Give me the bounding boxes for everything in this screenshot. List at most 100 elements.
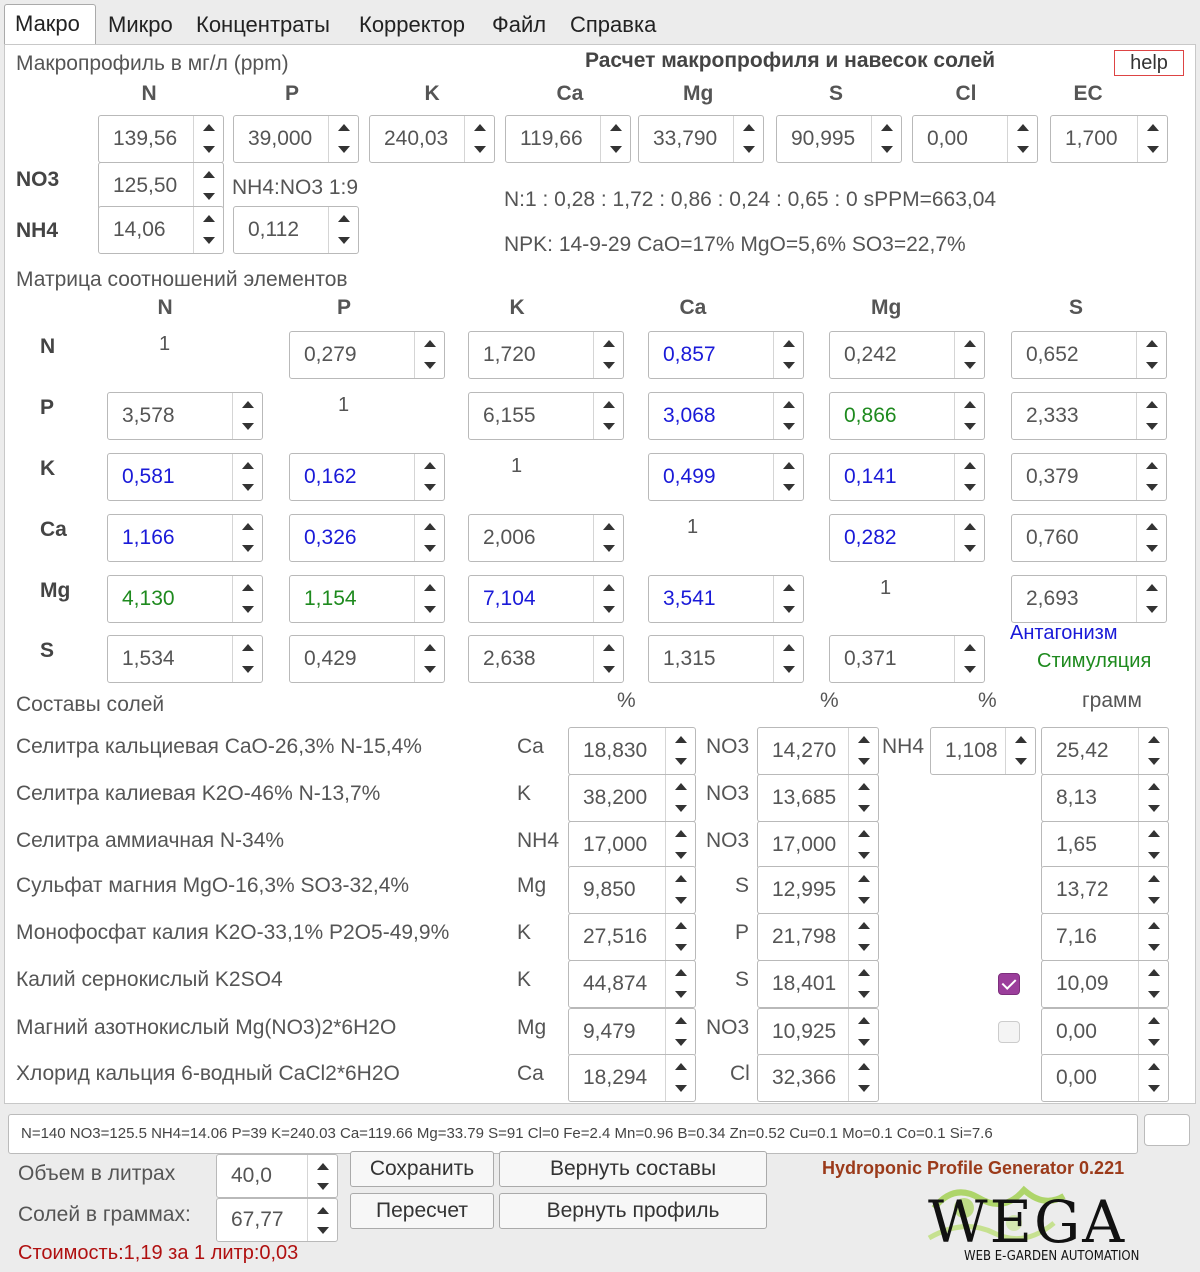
matrix-mg-k-value[interactable]: 7,104 — [483, 587, 536, 610]
increment-arrow-icon[interactable] — [233, 393, 262, 416]
increment-arrow-icon[interactable] — [1137, 332, 1166, 355]
volume-stepper[interactable]: 40,0 — [216, 1154, 338, 1198]
decrement-arrow-icon[interactable] — [1139, 751, 1168, 774]
salt-element-1-stepper[interactable]: 9,479 — [568, 1008, 696, 1056]
matrix-ca-k[interactable]: 2,006 — [468, 514, 624, 562]
matrix-s-k-value[interactable]: 2,638 — [483, 647, 536, 670]
decrement-arrow-icon[interactable] — [666, 798, 695, 821]
increment-arrow-icon[interactable] — [955, 332, 984, 355]
salt-element-2-stepper-value[interactable]: 32,366 — [772, 1066, 837, 1089]
tab-help[interactable]: Справка — [570, 12, 657, 37]
increment-arrow-icon[interactable] — [955, 393, 984, 416]
decrement-arrow-icon[interactable] — [666, 937, 695, 960]
decrement-arrow-icon[interactable] — [194, 230, 223, 253]
increment-arrow-icon[interactable] — [308, 1199, 337, 1220]
increment-arrow-icon[interactable] — [415, 576, 444, 599]
matrix-p-s[interactable]: 2,333 — [1011, 392, 1167, 440]
increment-arrow-icon[interactable] — [594, 332, 623, 355]
volume-value[interactable]: 40,0 — [231, 1164, 272, 1187]
matrix-n-p-value[interactable]: 0,279 — [304, 343, 357, 366]
increment-arrow-icon[interactable] — [774, 576, 803, 599]
increment-arrow-icon[interactable] — [1006, 728, 1035, 751]
increment-arrow-icon[interactable] — [1139, 961, 1168, 984]
increment-arrow-icon[interactable] — [1139, 867, 1168, 890]
matrix-mg-p-value[interactable]: 1,154 — [304, 587, 357, 610]
salt-element-1-stepper[interactable]: 18,830 — [568, 727, 696, 775]
decrement-arrow-icon[interactable] — [1139, 1078, 1168, 1101]
salt-grams-stepper-value[interactable]: 13,72 — [1056, 878, 1109, 901]
salt-grams-stepper[interactable]: 25,42 — [1041, 727, 1169, 775]
decrement-arrow-icon[interactable] — [849, 1078, 878, 1101]
matrix-s-p-value[interactable]: 0,429 — [304, 647, 357, 670]
decrement-arrow-icon[interactable] — [666, 1078, 695, 1101]
salt-element-1-stepper-value[interactable]: 17,000 — [583, 833, 648, 856]
increment-arrow-icon[interactable] — [1137, 454, 1166, 477]
increment-arrow-icon[interactable] — [308, 1155, 337, 1176]
matrix-p-mg[interactable]: 0,866 — [829, 392, 985, 440]
salt-element-2-stepper-value[interactable]: 14,270 — [772, 739, 837, 762]
decrement-arrow-icon[interactable] — [415, 355, 444, 378]
matrix-p-n[interactable]: 3,578 — [107, 392, 263, 440]
matrix-ca-p[interactable]: 0,326 — [289, 514, 445, 562]
nh4-ratio-stepper[interactable]: 0,112 — [233, 206, 359, 254]
matrix-n-mg-value[interactable]: 0,242 — [844, 343, 897, 366]
decrement-arrow-icon[interactable] — [774, 599, 803, 622]
decrement-arrow-icon[interactable] — [955, 355, 984, 378]
increment-arrow-icon[interactable] — [774, 454, 803, 477]
salt-element-1-stepper[interactable]: 9,850 — [568, 866, 696, 914]
increment-arrow-icon[interactable] — [955, 454, 984, 477]
matrix-k-ca-value[interactable]: 0,499 — [663, 465, 716, 488]
increment-arrow-icon[interactable] — [194, 116, 223, 139]
matrix-k-mg-value[interactable]: 0,141 — [844, 465, 897, 488]
macro-p-stepper[interactable]: 39,000 — [233, 115, 359, 163]
increment-arrow-icon[interactable] — [233, 454, 262, 477]
salt-element-2-stepper-value[interactable]: 21,798 — [772, 925, 837, 948]
increment-arrow-icon[interactable] — [734, 116, 763, 139]
matrix-n-ca[interactable]: 0,857 — [648, 331, 804, 379]
decrement-arrow-icon[interactable] — [1137, 355, 1166, 378]
increment-arrow-icon[interactable] — [194, 163, 223, 186]
increment-arrow-icon[interactable] — [666, 1009, 695, 1032]
matrix-p-n-value[interactable]: 3,578 — [122, 404, 175, 427]
macro-n-stepper-value[interactable]: 139,56 — [113, 127, 178, 150]
decrement-arrow-icon[interactable] — [1137, 416, 1166, 439]
matrix-s-mg-value[interactable]: 0,371 — [844, 647, 897, 670]
decrement-arrow-icon[interactable] — [849, 798, 878, 821]
decrement-arrow-icon[interactable] — [666, 845, 695, 868]
increment-arrow-icon[interactable] — [849, 867, 878, 890]
salt-element-2-stepper-value[interactable]: 10,925 — [772, 1020, 837, 1043]
matrix-k-ca[interactable]: 0,499 — [648, 453, 804, 501]
decrement-arrow-icon[interactable] — [415, 538, 444, 561]
increment-arrow-icon[interactable] — [849, 961, 878, 984]
decrement-arrow-icon[interactable] — [329, 230, 358, 253]
decrement-arrow-icon[interactable] — [955, 659, 984, 682]
nh4-stepper[interactable]: 14,06 — [98, 206, 224, 254]
decrement-arrow-icon[interactable] — [849, 937, 878, 960]
decrement-arrow-icon[interactable] — [955, 416, 984, 439]
increment-arrow-icon[interactable] — [594, 576, 623, 599]
decrement-arrow-icon[interactable] — [666, 984, 695, 1007]
salt-grams-stepper-value[interactable]: 0,00 — [1056, 1020, 1097, 1043]
increment-arrow-icon[interactable] — [415, 636, 444, 659]
decrement-arrow-icon[interactable] — [666, 890, 695, 913]
matrix-p-mg-value[interactable]: 0,866 — [844, 404, 897, 427]
tab-macro[interactable]: Макро — [4, 4, 96, 46]
matrix-mg-p[interactable]: 1,154 — [289, 575, 445, 623]
decrement-arrow-icon[interactable] — [774, 416, 803, 439]
decrement-arrow-icon[interactable] — [849, 845, 878, 868]
decrement-arrow-icon[interactable] — [594, 355, 623, 378]
salt-element-1-stepper-value[interactable]: 18,294 — [583, 1066, 648, 1089]
decrement-arrow-icon[interactable] — [465, 139, 494, 162]
decrement-arrow-icon[interactable] — [1139, 1032, 1168, 1055]
increment-arrow-icon[interactable] — [955, 515, 984, 538]
increment-arrow-icon[interactable] — [849, 914, 878, 937]
decrement-arrow-icon[interactable] — [1008, 139, 1037, 162]
macro-ec-stepper-value[interactable]: 1,700 — [1065, 127, 1118, 150]
salt-element-2-stepper-value[interactable]: 12,995 — [772, 878, 837, 901]
matrix-mg-n[interactable]: 4,130 — [107, 575, 263, 623]
matrix-s-n-value[interactable]: 1,534 — [122, 647, 175, 670]
increment-arrow-icon[interactable] — [415, 515, 444, 538]
tab-corrector[interactable]: Корректор — [359, 12, 465, 37]
salt-grams-stepper-value[interactable]: 7,16 — [1056, 925, 1097, 948]
salts-grams-value[interactable]: 67,77 — [231, 1208, 284, 1231]
